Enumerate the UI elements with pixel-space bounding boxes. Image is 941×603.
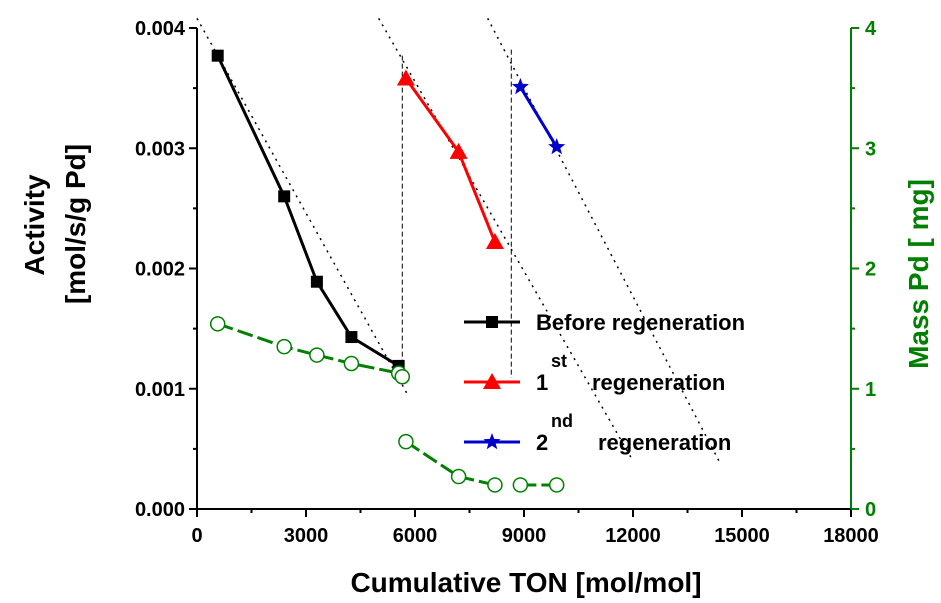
x-axis-title: Cumulative TON [mol/mol] bbox=[350, 567, 701, 598]
series-line bbox=[404, 77, 497, 243]
series-line bbox=[405, 440, 496, 487]
series-line bbox=[216, 55, 400, 368]
series-first bbox=[396, 69, 504, 250]
data-point-star bbox=[483, 433, 501, 450]
y-axis-title-line1: Activity bbox=[19, 174, 50, 276]
data-point-circle bbox=[394, 368, 411, 385]
legend: Before regeneration1stregeneration2ndreg… bbox=[464, 310, 745, 455]
legend-label: regeneration bbox=[598, 430, 731, 455]
data-point-star bbox=[548, 138, 566, 155]
series-before bbox=[211, 49, 405, 372]
data-point-square bbox=[310, 275, 323, 288]
data-point-square bbox=[345, 331, 358, 344]
data-point-triangle bbox=[449, 142, 468, 159]
data-point-circle bbox=[548, 477, 565, 493]
data-point-circle bbox=[276, 338, 292, 355]
right-axis-tick-label: 0 bbox=[865, 499, 876, 521]
data-series bbox=[209, 49, 566, 493]
x-tick-label: 3000 bbox=[284, 525, 329, 547]
data-point-triangle bbox=[396, 69, 415, 86]
x-tick-label: 9000 bbox=[502, 525, 547, 547]
data-point-circle bbox=[309, 347, 325, 363]
right-axis-tick-label: 1 bbox=[865, 379, 876, 401]
y-tick-label: 0.003 bbox=[135, 138, 185, 160]
data-point-circle bbox=[398, 433, 414, 450]
legend-label-prefix: 2 bbox=[536, 430, 548, 455]
data-point-square bbox=[211, 49, 224, 62]
data-point-triangle bbox=[485, 233, 504, 250]
series-mass bbox=[209, 316, 565, 493]
legend-label: Before regeneration bbox=[536, 310, 745, 335]
y-tick-label: 0.002 bbox=[135, 259, 185, 281]
data-point-square bbox=[486, 316, 498, 328]
legend-label: regeneration bbox=[592, 370, 725, 395]
legend-label-prefix: 1 bbox=[536, 370, 548, 395]
y-tick-label: 0.004 bbox=[135, 18, 186, 40]
trend-line bbox=[378, 18, 634, 462]
legend-item-before: Before regeneration bbox=[464, 310, 745, 335]
right-axis-tick-label: 3 bbox=[865, 138, 876, 160]
x-tick-label: 18000 bbox=[823, 525, 879, 547]
right-axis-tick-label: 2 bbox=[865, 259, 876, 281]
right-axis-title: Mass Pd [ mg] bbox=[903, 179, 934, 369]
data-point-circle bbox=[450, 468, 467, 485]
data-point-star bbox=[511, 77, 529, 95]
legend-item-second: 2nd regeneration bbox=[464, 411, 731, 455]
y-tick-label: 0.001 bbox=[135, 379, 185, 401]
series-second bbox=[511, 77, 566, 155]
legend-label-superscript: nd bbox=[551, 411, 573, 431]
axes: 0 3000 6000 9000 12000 15000 18000 0.000 0.001 0.… bbox=[135, 18, 879, 547]
data-point-square bbox=[278, 190, 291, 203]
data-point-circle bbox=[209, 316, 226, 332]
legend-label-superscript: st bbox=[551, 351, 567, 371]
trend-lines bbox=[196, 18, 721, 464]
x-tick-label: 15000 bbox=[714, 525, 770, 547]
data-point-circle bbox=[343, 355, 360, 372]
series-line bbox=[519, 86, 558, 148]
right-axis-tick-label: 4 bbox=[865, 18, 877, 40]
x-tick-label: 12000 bbox=[605, 525, 661, 547]
legend-item-first: 1st regeneration bbox=[464, 351, 725, 395]
x-tick-label: 0 bbox=[191, 525, 202, 547]
trend-line bbox=[196, 18, 409, 396]
y-axis-title-line2: [mol/s/g Pd] bbox=[60, 144, 91, 304]
x-tick-label: 6000 bbox=[393, 525, 438, 547]
data-point-circle bbox=[512, 477, 529, 493]
data-point-triangle bbox=[483, 373, 501, 389]
y-tick-label: 0.000 bbox=[135, 499, 185, 521]
data-point-circle bbox=[487, 477, 503, 493]
